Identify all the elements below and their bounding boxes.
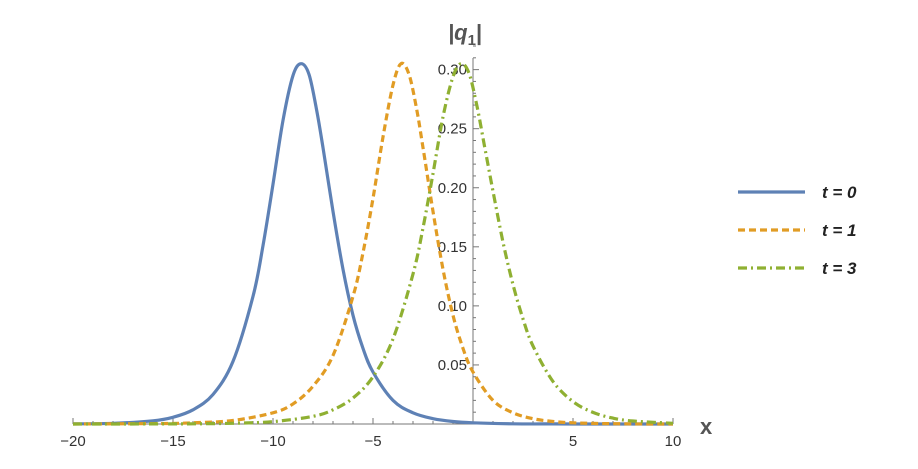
y-axis-title: |q1| <box>448 20 482 49</box>
legend-label-t-0: t = 0 <box>822 183 857 202</box>
x-tick-label: −10 <box>260 433 285 450</box>
x-tick-label: −5 <box>364 433 381 450</box>
series-line-t-3 <box>72 62 674 426</box>
legend: t = 0 t = 1 t = 3 <box>738 183 857 278</box>
axes-group: −20 −15 −10 −5 5 100.050.100.150.200.250.30 <box>60 45 682 450</box>
x-tick-label: −15 <box>160 433 185 450</box>
series-line-t-0 <box>72 62 673 426</box>
y-tick-label: 0.20 <box>438 180 467 197</box>
legend-label-t-1: t = 1 <box>822 221 857 240</box>
x-tick-label: 5 <box>569 433 577 450</box>
x-tick-label: 10 <box>665 433 682 450</box>
x-tick-label: −20 <box>60 433 85 450</box>
y-tick-label: 0.30 <box>438 62 467 79</box>
x-axis-title: x <box>700 414 713 439</box>
y-tick-label: 0.15 <box>438 239 467 256</box>
y-tick-label: 0.05 <box>438 357 467 374</box>
legend-label-t-3: t = 3 <box>822 259 857 278</box>
series-line-t-1 <box>72 61 674 426</box>
y-tick-label: 0.25 <box>438 121 467 138</box>
series-group <box>72 61 674 426</box>
